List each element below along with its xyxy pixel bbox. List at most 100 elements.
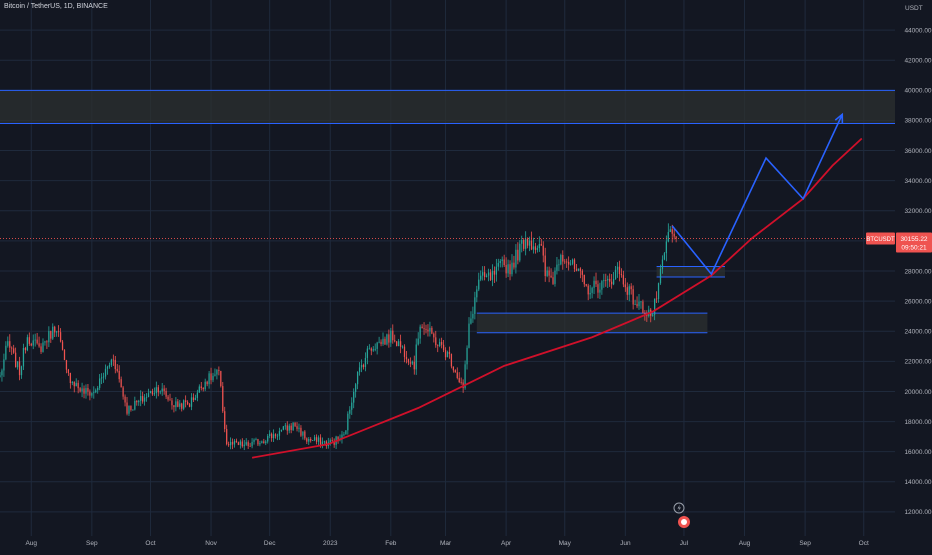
candle-down [611, 281, 613, 285]
candle-up [665, 241, 667, 254]
candle-up [487, 272, 490, 276]
candle-up [519, 243, 521, 261]
candle-down [36, 339, 38, 344]
candle-up [659, 269, 662, 284]
candle-up [251, 441, 253, 447]
candle-down [50, 331, 52, 339]
candle-down [671, 229, 673, 234]
candle-down [454, 370, 456, 373]
candle-down [618, 266, 621, 274]
candle-down [421, 326, 423, 329]
candle-down [517, 249, 519, 261]
candle-down [186, 401, 189, 405]
candle-up [265, 441, 267, 444]
support-curve [251, 137, 863, 459]
candle-up [71, 381, 73, 384]
candle-up [470, 318, 472, 324]
candle-down [583, 274, 585, 285]
candle-down [231, 441, 234, 445]
candle-down [399, 341, 402, 347]
candle-down [122, 387, 124, 397]
x-tick-label: Dec [264, 540, 276, 547]
candle-down [65, 360, 68, 370]
candle-up [603, 280, 605, 282]
candle-up [515, 249, 517, 268]
candle-up [638, 301, 640, 307]
candle-down [222, 386, 224, 412]
time-axis[interactable]: Aug Sep Oct Nov Dec 2023 Feb Mar Apr May Jun Jul Aug… [25, 540, 868, 547]
candle-up [99, 378, 101, 388]
candle-up [159, 391, 161, 393]
candle-up [398, 341, 400, 347]
candle-up [376, 342, 378, 349]
y-tick-label: 22000.00 [904, 359, 931, 366]
candle-up [628, 286, 630, 295]
candle-up [323, 441, 326, 443]
candle-down [550, 275, 552, 278]
last-price-tag [896, 232, 932, 253]
candle-down [83, 388, 85, 394]
x-tick-label: Nov [205, 540, 217, 547]
flash-event-icon[interactable] [673, 502, 685, 514]
candle-up [179, 403, 181, 407]
candle-up [429, 327, 431, 332]
candle-up [292, 422, 294, 430]
candle-down [157, 387, 159, 393]
candle-down [452, 366, 454, 371]
candle-down [69, 372, 71, 384]
candle-up [288, 425, 290, 431]
y-tick-label: 26000.00 [904, 298, 931, 305]
candle-down [304, 431, 306, 439]
candle-up [411, 361, 413, 364]
candle-up [347, 413, 349, 431]
candle-up [538, 244, 540, 249]
candle-down [38, 343, 40, 347]
candle-up [378, 341, 380, 343]
candle-up [607, 278, 609, 281]
candle-up [601, 281, 603, 290]
candle-down [503, 259, 505, 266]
candle-up [495, 266, 497, 275]
event-icons[interactable] [673, 502, 690, 528]
candle-up [419, 326, 421, 339]
candle-down [319, 437, 322, 446]
x-tick-label: Jun [620, 540, 631, 547]
candle-down [177, 401, 179, 407]
candle-down [130, 405, 132, 410]
candle-up [106, 366, 109, 369]
candle-down [573, 259, 576, 269]
candle-down [564, 261, 566, 263]
candle-up [439, 341, 441, 346]
candle-down [444, 350, 447, 358]
candle-down [270, 433, 273, 439]
candle-down [67, 369, 70, 373]
candle-up [401, 346, 404, 348]
candle-down [425, 329, 427, 330]
candle-down [220, 370, 222, 387]
candle-up [374, 348, 376, 350]
candle-down [218, 370, 220, 371]
candle-up [3, 359, 5, 371]
candle-up [652, 314, 654, 316]
y-tick-label: 32000.00 [904, 208, 931, 215]
candle-down [337, 436, 339, 440]
candle-up [7, 341, 9, 346]
projection-arrowhead [834, 112, 844, 124]
candle-down [296, 426, 298, 429]
candle-down [237, 442, 240, 445]
candle-up [468, 323, 470, 348]
candle-down [257, 439, 259, 445]
projection-path [671, 114, 843, 276]
candle-up [190, 397, 193, 407]
candles-layer [0, 223, 677, 451]
candle-down [403, 346, 406, 357]
candle-down [509, 264, 511, 275]
candle-up [521, 240, 523, 244]
candle-up [667, 232, 669, 242]
candle-up [20, 366, 23, 376]
candle-up [134, 400, 136, 410]
y-tick-label: 42000.00 [904, 58, 931, 65]
candle-down [630, 286, 632, 290]
